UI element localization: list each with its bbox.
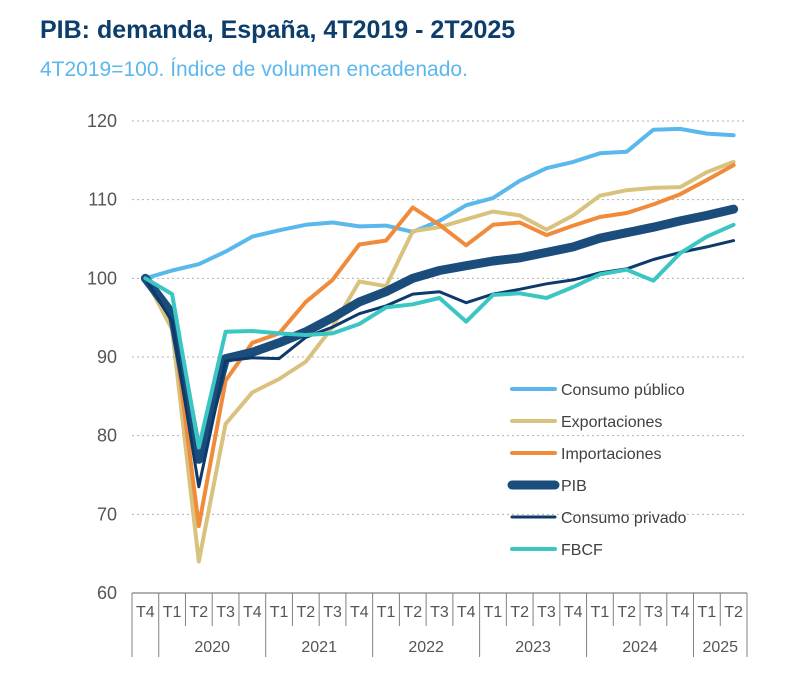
quarter-label: T4 [564, 604, 583, 621]
quarter-label: T1 [698, 604, 717, 621]
quarter-label: T2 [403, 604, 422, 621]
chart-title: PIB: demanda, España, 4T2019 - 2T2025 [40, 16, 516, 44]
quarter-label: T1 [484, 604, 503, 621]
series-line-3 [140, 204, 739, 464]
quarter-label: T4 [457, 604, 476, 621]
year-label: 2021 [301, 639, 337, 656]
legend-label: Consumo privado [561, 510, 687, 527]
quarter-label: T4 [136, 604, 155, 621]
y-tick-label: 70 [97, 504, 117, 524]
quarter-label: T3 [216, 604, 235, 621]
quarter-label: T1 [270, 604, 289, 621]
y-tick-label: 90 [97, 347, 117, 367]
y-tick-label: 100 [87, 268, 117, 288]
y-tick-label: 80 [97, 426, 117, 446]
quarter-label: T4 [671, 604, 690, 621]
y-axis-ticks: 60 70 80 90 100 110 120 [87, 111, 117, 603]
quarter-label: T1 [377, 604, 396, 621]
quarter-label: T2 [190, 604, 209, 621]
quarter-label: T4 [350, 604, 369, 621]
quarter-label: T3 [537, 604, 556, 621]
y-tick-label: 60 [97, 583, 117, 603]
year-label: 2020 [194, 639, 230, 656]
quarter-label: T3 [644, 604, 663, 621]
legend-label: FBCF [561, 542, 603, 559]
series-line-0 [143, 126, 736, 281]
year-label: 2024 [622, 639, 658, 656]
year-label: 2022 [408, 639, 444, 656]
quarter-label: T1 [591, 604, 610, 621]
quarter-label: T4 [243, 604, 262, 621]
quarter-label: T3 [430, 604, 449, 621]
x-axis: T4 T1 T2 T3 T4 T1 T2 T3 T4 T1 T2 T3 T4 T1 T2 T3 T4 T1 T2 T3… [131, 592, 748, 657]
chart-subtitle: 4T2019=100. Índice de volumen encadenado… [40, 58, 468, 81]
quarter-label: T3 [323, 604, 342, 621]
legend-label: PIB [561, 478, 587, 495]
series-line-5 [143, 222, 736, 450]
series-line-4 [143, 239, 736, 489]
legend-label: Exportaciones [561, 414, 662, 431]
quarter-label: T2 [296, 604, 315, 621]
y-tick-label: 120 [87, 111, 117, 131]
legend-label: Consumo público [561, 382, 685, 399]
year-label: 2023 [515, 639, 551, 656]
quarter-label: T2 [724, 604, 743, 621]
legend: Consumo público Exportaciones Importacione… [507, 382, 687, 559]
quarter-label: T2 [617, 604, 636, 621]
y-tick-label: 110 [88, 190, 117, 210]
legend-label: Importaciones [561, 446, 662, 463]
series-lines [140, 126, 739, 564]
year-label: 2025 [702, 639, 738, 656]
quarter-label: T2 [510, 604, 529, 621]
quarter-label: T1 [163, 604, 182, 621]
